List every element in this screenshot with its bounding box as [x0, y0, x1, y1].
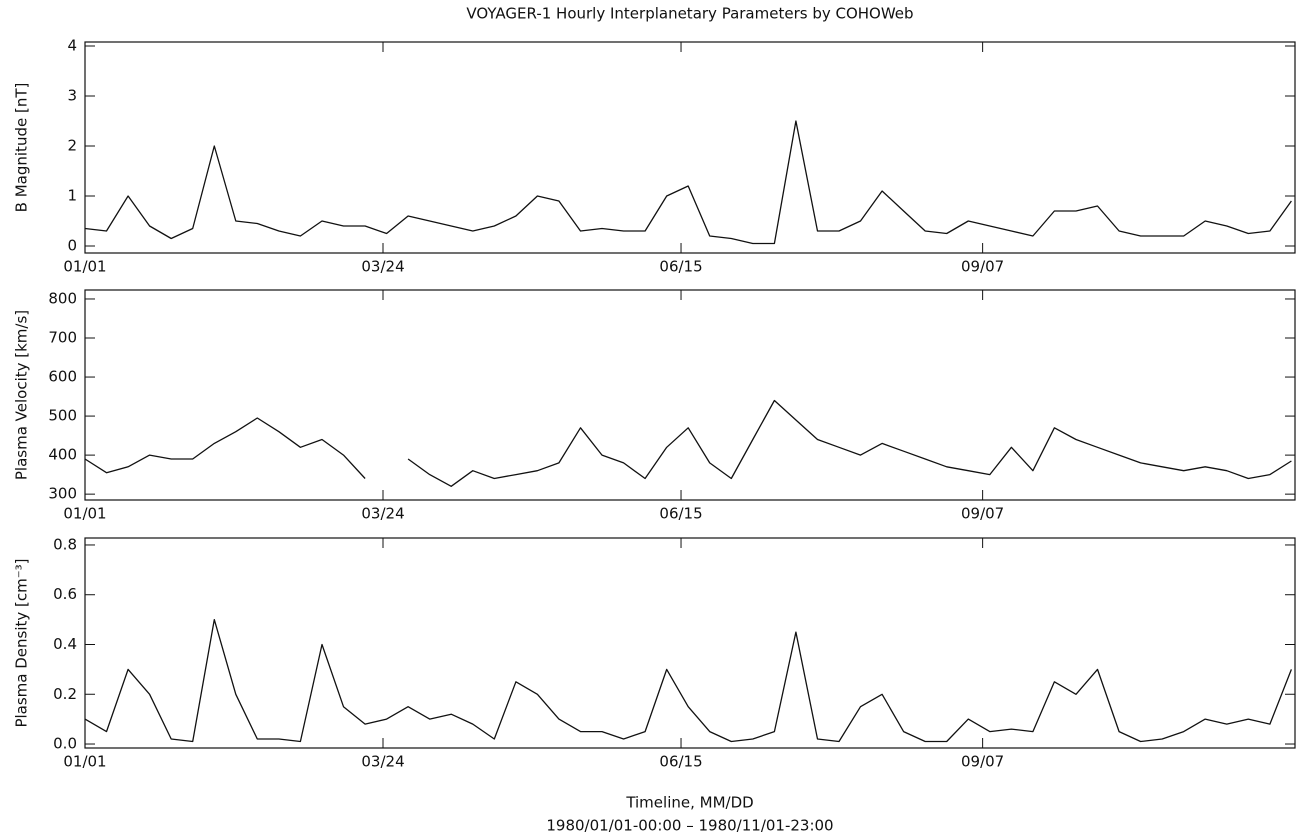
y-tick-label: 0.6 [53, 585, 77, 603]
subtitle: 1980/01/01-00:00 – 1980/11/01-23:00 [546, 817, 833, 835]
data-line [84, 618, 1293, 743]
plot-frame [84, 41, 1296, 254]
y-tick-label: 800 [48, 289, 77, 307]
y-tick-label: 0.0 [53, 735, 77, 753]
y-tick-label: 700 [48, 329, 77, 347]
plot-frame [84, 537, 1296, 749]
y-axis-label: Plasma Density [cm⁻³] [13, 558, 31, 727]
chart-title: VOYAGER-1 Hourly Interplanetary Paramete… [466, 5, 913, 23]
y-tick-label: 4 [67, 37, 77, 55]
x-tick-label: 06/15 [659, 258, 702, 276]
y-tick-label: 300 [48, 485, 77, 503]
y-tick-label: 600 [48, 368, 77, 386]
y-tick-label: 0.2 [53, 685, 77, 703]
y-tick-label: 0.4 [53, 635, 77, 653]
x-tick-label: 03/24 [361, 258, 404, 276]
x-tick-label: 09/07 [961, 753, 1004, 771]
x-tick-label: 01/01 [63, 258, 106, 276]
x-axis-label: Timeline, MM/DD [625, 794, 753, 812]
data-line [84, 399, 1292, 487]
y-tick-label: 500 [48, 407, 77, 425]
x-tick-label: 09/07 [961, 258, 1004, 276]
x-tick-label: 06/15 [659, 505, 702, 523]
plot-frame [84, 289, 1296, 501]
x-tick-label: 09/07 [961, 505, 1004, 523]
y-tick-label: 0.8 [53, 535, 77, 553]
x-tick-label: 03/24 [361, 505, 404, 523]
x-tick-label: 01/01 [63, 753, 106, 771]
y-tick-label: 3 [67, 87, 77, 105]
x-tick-label: 01/01 [63, 505, 106, 523]
x-tick-label: 03/24 [361, 753, 404, 771]
y-axis-label: Plasma Velocity [km/s] [13, 310, 31, 480]
y-tick-label: 400 [48, 446, 77, 464]
y-tick-label: 1 [67, 187, 77, 205]
y-tick-label: 2 [67, 137, 77, 155]
y-axis-label: B Magnitude [nT] [13, 83, 31, 213]
data-line [84, 120, 1292, 245]
y-tick-label: 0 [67, 237, 77, 255]
x-tick-label: 06/15 [659, 753, 702, 771]
